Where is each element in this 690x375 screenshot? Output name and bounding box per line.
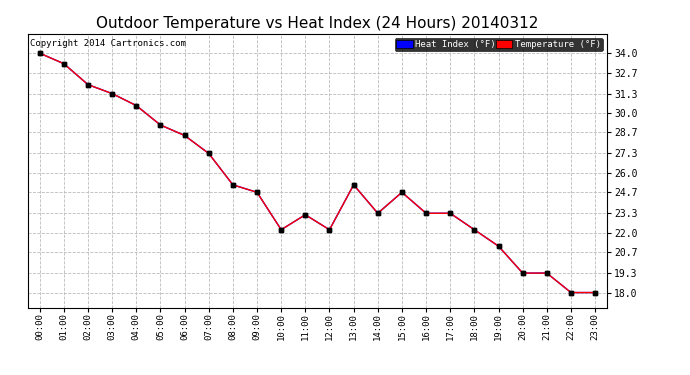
Text: Copyright 2014 Cartronics.com: Copyright 2014 Cartronics.com — [30, 39, 186, 48]
Title: Outdoor Temperature vs Heat Index (24 Hours) 20140312: Outdoor Temperature vs Heat Index (24 Ho… — [96, 16, 539, 31]
Legend: Heat Index (°F), Temperature (°F): Heat Index (°F), Temperature (°F) — [395, 38, 602, 51]
